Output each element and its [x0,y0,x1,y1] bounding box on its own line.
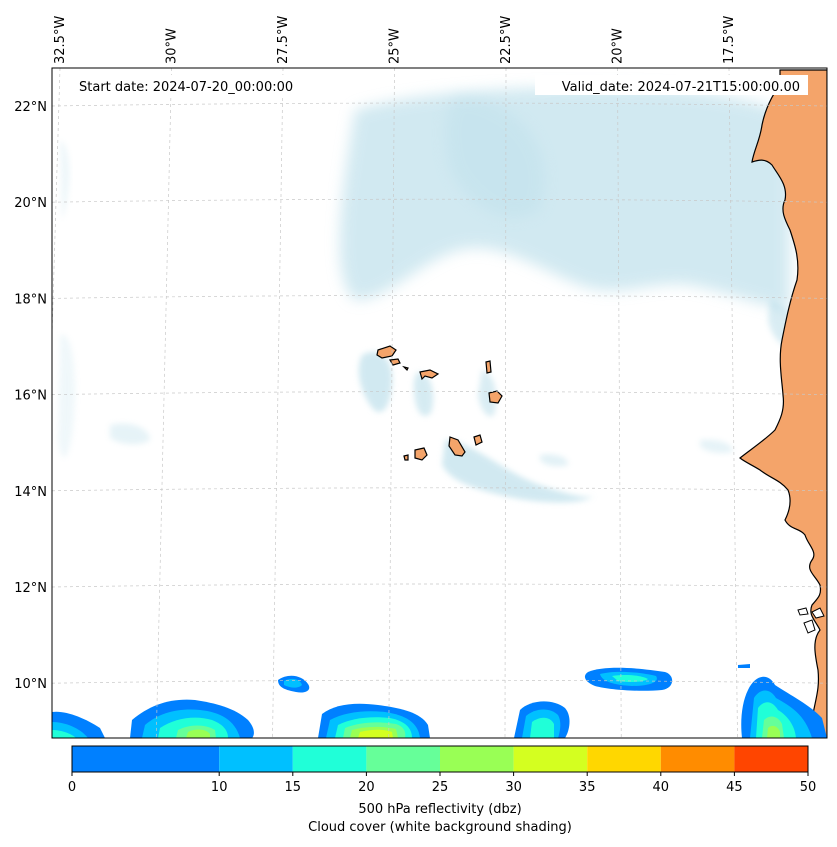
map-border [51,67,828,739]
latitude-tick-label: 12°N [14,581,47,596]
latitude-labels: 22°N 20°N 18°N 16°N 14°N 12°N 10°N [14,100,47,692]
colorbar: 0 10 15 20 25 30 35 40 45 50 [68,745,817,795]
cell-west-edge [52,711,105,738]
longitude-tick-label: 20°W [611,28,626,64]
longitude-tick-label: 17.5°W [722,16,737,64]
start-date-label: Start date: 2024-07-20_00:00:00 [79,80,293,95]
meridian-line [272,68,284,738]
cell-25w [318,703,430,738]
cape-verde-islands [376,345,503,461]
island-santa-luzia [402,365,409,372]
colorbar-tick-label: 40 [653,780,670,795]
cloud-band-south [442,440,595,503]
cell-22w [514,701,570,738]
longitude-tick-label: 32.5°W [53,16,68,64]
colorbar-bin [440,746,514,772]
parallel-line [52,391,827,395]
colorbar-tick-label: 50 [800,780,817,795]
cloud-patch-edge [58,334,76,458]
colorbar-tick-label: 0 [68,780,76,795]
colorbar-bin [292,746,367,772]
colorbar-bin [513,746,588,772]
latitude-tick-label: 14°N [14,485,47,500]
longitude-tick-label: 22.5°W [499,16,514,64]
colorbar-label-reflectivity: 500 hPa reflectivity (dbz) [358,802,521,817]
latitude-tick-label: 10°N [14,677,47,692]
cloud-patch-east [478,370,497,417]
islet-1 [797,607,809,616]
meridian-line [155,68,172,738]
parallel-line [52,487,827,492]
latitude-tick-label: 20°N [14,196,47,211]
islet-3 [811,607,825,619]
island-brava [403,454,409,461]
gridlines [52,68,827,738]
parallel-line [52,583,827,588]
parallel-line [52,198,827,203]
colorbar-tick-label: 45 [726,780,743,795]
cell-27w [278,675,310,693]
meridian-line [504,68,507,738]
parallel-line [52,102,827,107]
cloud-patch-central [413,372,434,416]
latitude-tick-label: 18°N [14,292,47,307]
meridian-line [728,68,738,738]
colorbar-tick-label: 25 [432,780,449,795]
parallel-line [52,679,827,684]
cell-small [738,664,750,668]
meridian-line [617,68,622,738]
cell-17w [741,676,827,738]
island-maio [473,434,483,446]
island-sal [485,360,492,374]
colorbar-tick-label: 15 [285,780,302,795]
map-content [52,68,827,738]
colorbar-label-cloud: Cloud cover (white background shading) [308,820,572,835]
colorbar-bin [72,746,220,772]
colorbar-tick-label: 20 [358,780,375,795]
cloud-patch-west [110,423,150,445]
island-boa-vista [488,390,503,404]
island-fogo [414,447,428,461]
colorbar-bin [734,746,808,772]
longitude-tick-label: 30°W [165,28,180,64]
cloud-patch-north [444,95,546,218]
islet-2 [803,619,816,634]
colorbar-tick-label: 10 [211,780,228,795]
cloud-patch-small-2 [700,439,733,454]
island-santiago [448,436,466,457]
longitude-labels: 32.5°W 30°W 27.5°W 25°W 22.5°W 20°W 17.5°W [53,16,737,64]
latitude-tick-label: 22°N [14,100,47,115]
parallel-line [52,295,827,299]
longitude-tick-label: 27.5°W [276,16,291,64]
cloud-patch-edge-2 [60,140,70,220]
cloud-patch-fogo-north [358,351,393,413]
valid-date-box [535,75,808,95]
cloud-patch-small [540,454,569,467]
start-date-box [72,75,308,95]
colorbar-tick-label: 35 [579,780,596,795]
latitude-tick-label: 16°N [14,389,47,404]
cell-30w [130,699,254,738]
colorbar-bin [587,746,661,772]
longitude-tick-label: 25°W [388,28,403,64]
colorbar-bin [366,746,440,772]
reflectivity-cells [52,664,827,738]
island-sao-nicolau [419,369,440,381]
colorbar-tick-label: 30 [505,780,522,795]
meridian-line [388,68,395,738]
bijagos-islands [797,607,825,634]
colorbar-bin [219,746,293,772]
colorbar-bin [660,746,735,772]
africa-land [739,69,827,738]
cloud-band-north [339,87,790,310]
valid-date-label: Valid_date: 2024-07-21T15:00:00.00 [562,80,800,95]
